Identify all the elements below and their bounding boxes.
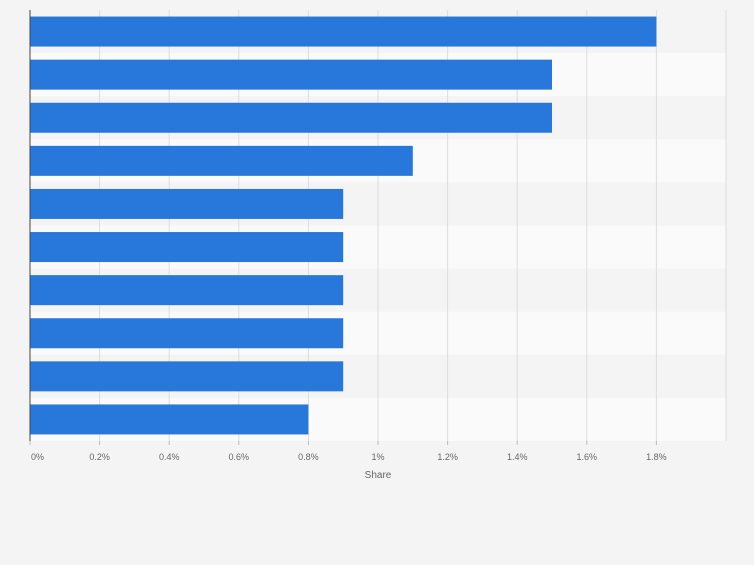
bar (30, 404, 309, 435)
x-tick-label: 1.4% (507, 452, 528, 462)
x-tick-label: 0.4% (159, 452, 180, 462)
bar (30, 145, 413, 176)
x-tick-label: 1.6% (577, 452, 598, 462)
x-tick-label: 1.2% (437, 452, 458, 462)
bar (30, 275, 344, 306)
bar (30, 232, 344, 263)
bar (30, 102, 552, 133)
bar (30, 318, 344, 349)
bar (30, 16, 657, 47)
x-tick-label: 0% (31, 452, 44, 462)
x-tick-label: 1% (371, 452, 384, 462)
bar (30, 188, 344, 219)
bars (30, 16, 657, 435)
x-tick-label: 0.2% (89, 452, 110, 462)
x-axis-title: Share (365, 470, 392, 481)
bar (30, 361, 344, 392)
x-tick-label: 1.8% (646, 452, 667, 462)
x-tick-label: 0.6% (229, 452, 250, 462)
x-tick-labels: 0% 0.2% 0.4% 0.6% 0.8% 1% 1.2% 1.4% 1.6% 1.8% (29, 441, 667, 462)
x-tick-label: 0.8% (298, 452, 319, 462)
bar (30, 59, 552, 90)
